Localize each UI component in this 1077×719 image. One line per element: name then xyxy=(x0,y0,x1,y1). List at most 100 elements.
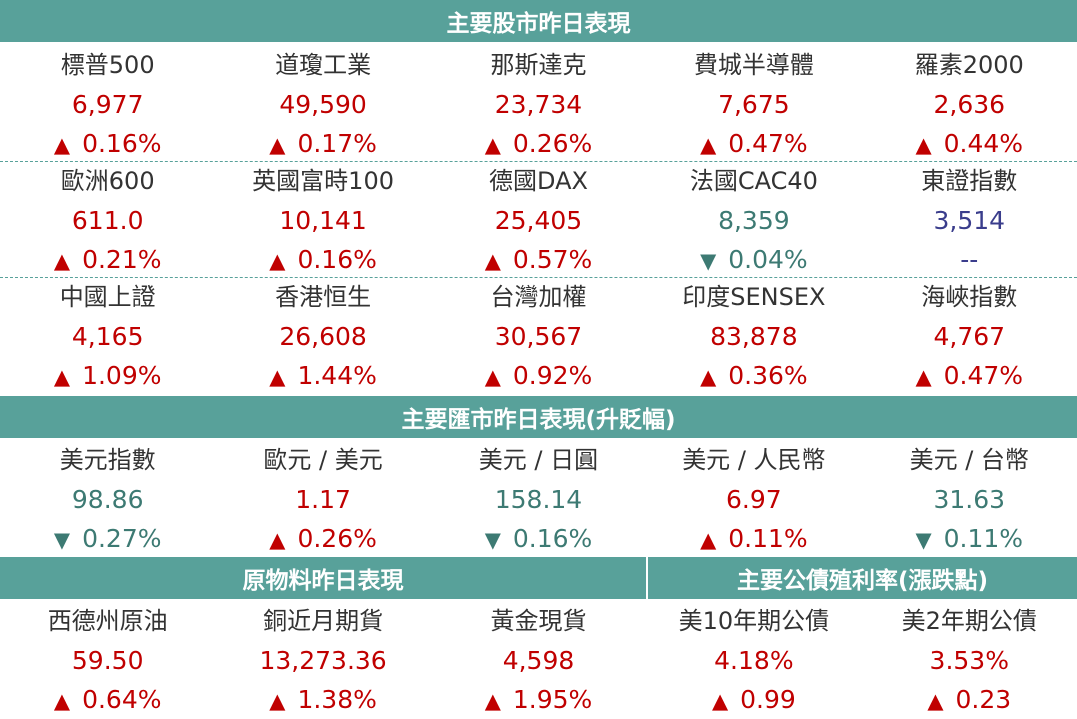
fx-values: 98.86 1.17 158.14 6.97 31.63 xyxy=(0,480,1077,519)
bonds-name: 美10年期公債 xyxy=(678,607,830,635)
triangle-up-icon: ▲ xyxy=(269,528,286,552)
stocks_row1-name: 標普500 xyxy=(60,51,155,79)
fx-name: 歐元 / 美元 xyxy=(263,446,383,474)
change-text: 0.27% xyxy=(82,524,162,553)
fx-name: 美元 / 日圓 xyxy=(478,446,599,474)
triangle-up-icon: ▲ xyxy=(53,133,71,157)
stocks_row1-name: 那斯達克 xyxy=(490,51,587,79)
fx-change: ▼ 0.27% xyxy=(0,519,215,558)
change-text: 1.09% xyxy=(82,361,162,390)
commodities-header: 原物料昨日表現 xyxy=(0,557,1077,599)
change-text: 0.16% xyxy=(512,524,593,553)
fx-value: 6.97 xyxy=(726,485,782,514)
commodities-change: ▲ 1.95% xyxy=(431,680,646,719)
stocks_row1-change: ▲ 0.16% xyxy=(0,124,215,163)
stocks_row2-change: ▲ 0.16% xyxy=(215,240,430,279)
stocks-row2-values: 611.0 10,141 25,405 8,359 3,514 xyxy=(0,201,1077,240)
stocks_row1-change: ▲ 0.44% xyxy=(862,124,1077,163)
change-text: 0.26% xyxy=(512,129,593,158)
stocks_row3-change: ▲ 0.36% xyxy=(646,356,861,395)
stocks_row1-name: 道瓊工業 xyxy=(275,51,372,79)
change-text: 0.11% xyxy=(728,524,808,553)
triangle-up-icon: ▲ xyxy=(53,249,71,273)
change-text: 0.47% xyxy=(943,361,1024,390)
stocks-row1-changes: ▲ 0.16% ▲ 0.17% ▲ 0.26% ▲ 0.47% ▲ 0.44% xyxy=(0,124,1077,163)
commodities-bonds-changes: ▲ 0.64% ▲ 1.38% ▲ 1.95% ▲ 0.99 ▲ 0.23 xyxy=(0,680,1077,719)
stocks_row2-value: 25,405 xyxy=(494,206,583,235)
stocks_row3-change: ▲ 0.47% xyxy=(862,356,1077,395)
triangle-down-icon: ▼ xyxy=(484,528,501,552)
stocks_row3-change: ▲ 0.92% xyxy=(431,356,646,395)
fx-value: 31.63 xyxy=(933,485,1006,514)
commodities-change: ▲ 1.38% xyxy=(215,680,430,719)
fx-change: ▲ 0.11% xyxy=(646,519,861,558)
commodities-name: 西德州原油 xyxy=(47,607,168,635)
stocks_row3-name: 印度SENSEX xyxy=(682,283,826,311)
triangle-up-icon: ▲ xyxy=(53,689,71,713)
commodities-value: 4,598 xyxy=(502,646,575,675)
stocks_row2-change: ▲ 0.57% xyxy=(431,240,646,279)
stocks_row3-name: 台灣加權 xyxy=(490,283,587,311)
stocks_row2-change: ▼ 0.04% xyxy=(646,240,861,279)
stocks_row3-name: 中國上證 xyxy=(59,283,156,311)
stocks_row3-value: 30,567 xyxy=(494,322,583,351)
commodities-value: 59.50 xyxy=(71,646,144,675)
stocks-row3-changes: ▲ 1.09% ▲ 1.44% ▲ 0.92% ▲ 0.36% ▲ 0.47% xyxy=(0,356,1077,395)
change-text: 0.36% xyxy=(728,361,808,390)
stocks_row2-value: 10,141 xyxy=(279,206,367,235)
stocks_row1-value: 2,636 xyxy=(933,90,1006,119)
stocks-row2-changes: ▲ 0.21% ▲ 0.16% ▲ 0.57% ▼ 0.04% -- xyxy=(0,240,1077,279)
change-text: 0.23 xyxy=(955,685,1012,714)
change-text: -- xyxy=(960,245,979,274)
stocks-row1-values: 6,977 49,590 23,734 7,675 2,636 xyxy=(0,85,1077,124)
triangle-up-icon: ▲ xyxy=(269,133,286,157)
bonds-value: 3.53% xyxy=(929,646,1009,675)
change-text: 0.92% xyxy=(512,361,593,390)
fx-value: 98.86 xyxy=(71,485,144,514)
stocks_row3-name: 海峽指數 xyxy=(921,283,1018,311)
commodities-header-title: 原物料昨日表現 xyxy=(242,568,404,594)
commodities-change: ▲ 0.64% xyxy=(0,680,215,719)
fx-changes: ▼ 0.27% ▲ 0.26% ▼ 0.16% ▲ 0.11% ▼ 0.11% xyxy=(0,519,1077,558)
stocks_row2-change: -- xyxy=(862,240,1077,279)
stocks_row1-value: 23,734 xyxy=(494,90,583,119)
stocks-row2-names: 歐洲600 英國富時100 德國DAX 法國CAC40 東證指數 xyxy=(0,162,1077,201)
row-divider xyxy=(0,277,1077,278)
triangle-down-icon: ▼ xyxy=(53,528,71,552)
change-text: 0.26% xyxy=(297,524,377,553)
stocks_row1-value: 7,675 xyxy=(718,90,790,119)
stocks_row2-change: ▲ 0.21% xyxy=(0,240,215,279)
triangle-up-icon: ▲ xyxy=(927,689,944,713)
change-text: 0.64% xyxy=(82,685,162,714)
stocks_row3-value: 83,878 xyxy=(710,322,798,351)
change-text: 0.21% xyxy=(82,245,162,274)
stocks_row3-value: 26,608 xyxy=(279,322,367,351)
row-divider xyxy=(0,161,1077,162)
stocks_row2-name: 歐洲600 xyxy=(60,167,155,195)
bonds-value: 4.18% xyxy=(714,646,794,675)
stocks_row2-value: 8,359 xyxy=(718,206,790,235)
commodities-name: 黃金現貨 xyxy=(490,607,587,635)
change-text: 0.17% xyxy=(297,129,377,158)
triangle-up-icon: ▲ xyxy=(484,249,501,273)
fx-name: 美元指數 xyxy=(59,446,156,474)
stocks_row1-name: 費城半導體 xyxy=(693,51,814,79)
stocks_row1-name: 羅素2000 xyxy=(914,51,1024,79)
fx-header: 主要匯市昨日表現(升貶幅) xyxy=(0,396,1077,438)
stocks_row2-value: 3,514 xyxy=(933,206,1006,235)
triangle-down-icon: ▼ xyxy=(700,249,717,273)
triangle-up-icon: ▲ xyxy=(915,365,932,389)
bonds-change: ▲ 0.99 xyxy=(646,680,861,719)
stocks_row2-name: 德國DAX xyxy=(489,167,588,195)
bonds-change: ▲ 0.23 xyxy=(862,680,1077,719)
stocks-row1-names: 標普500 道瓊工業 那斯達克 費城半導體 羅素2000 xyxy=(0,46,1077,85)
stocks_row1-value: 6,977 xyxy=(71,90,144,119)
change-text: 1.44% xyxy=(297,361,377,390)
triangle-down-icon: ▼ xyxy=(915,528,932,552)
triangle-up-icon: ▲ xyxy=(269,365,286,389)
change-text: 0.57% xyxy=(512,245,593,274)
change-text: 0.47% xyxy=(728,129,808,158)
change-text: 1.95% xyxy=(512,685,593,714)
stocks_row1-value: 49,590 xyxy=(279,90,367,119)
